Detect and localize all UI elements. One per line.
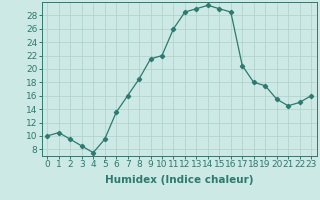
X-axis label: Humidex (Indice chaleur): Humidex (Indice chaleur): [105, 175, 253, 185]
